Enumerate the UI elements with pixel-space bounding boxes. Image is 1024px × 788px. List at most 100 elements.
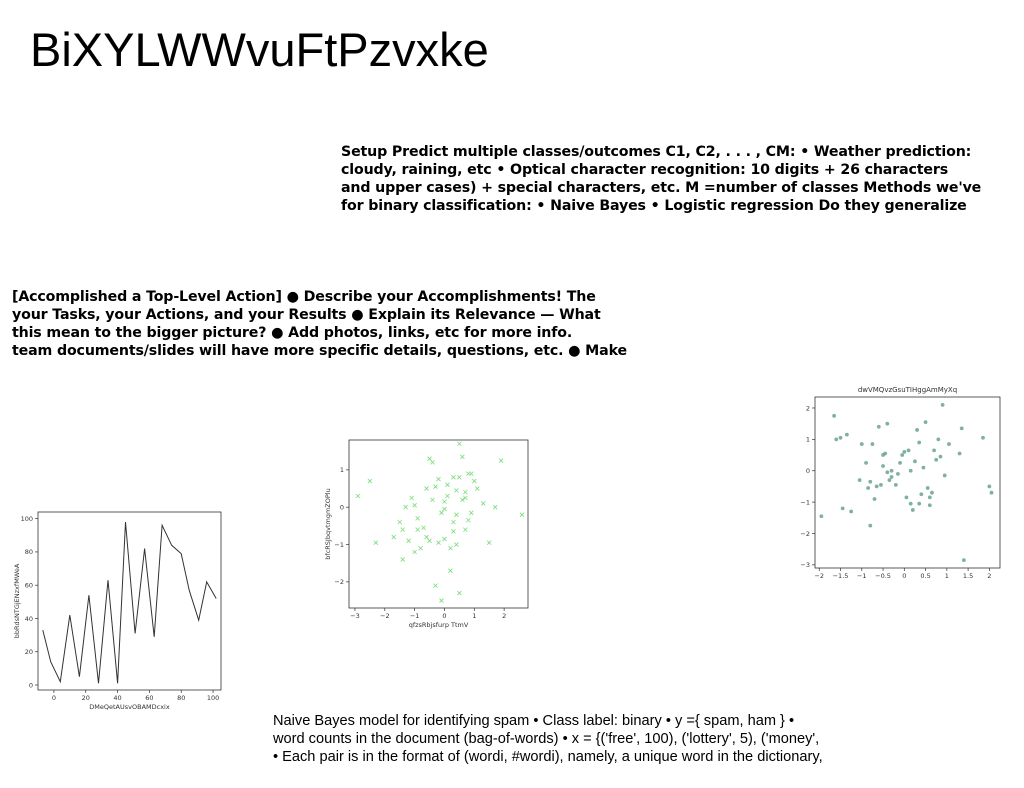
- data-point: [415, 527, 420, 532]
- setup-line: for binary classification: • Naive Bayes…: [341, 198, 967, 214]
- data-point-stroke: [469, 471, 474, 476]
- data-point: [938, 454, 943, 459]
- data-point: [415, 516, 420, 521]
- y-axis-label: bfcRSJbqvtmgmZOPlu: [324, 488, 332, 559]
- x-axis-label: DMeQetAUsvOBAMDcxix: [89, 703, 170, 711]
- data-point-stroke: [433, 484, 438, 489]
- x-tick-label: −1.5: [833, 572, 849, 580]
- data-point: [519, 512, 525, 517]
- data-point-stroke: [442, 506, 447, 512]
- data-point-stroke: [406, 538, 411, 544]
- data-point-stroke: [433, 583, 438, 588]
- data-point-stroke: [448, 545, 453, 551]
- data-point-stroke: [367, 478, 373, 484]
- data-point: [942, 473, 947, 478]
- y-tick-label: −2: [800, 530, 810, 538]
- data-point: [445, 482, 450, 488]
- data-point-stroke: [492, 504, 498, 510]
- data-point: [908, 501, 913, 506]
- x-tick-label: 2: [987, 572, 991, 580]
- data-point: [840, 506, 845, 511]
- data-point-stroke: [448, 568, 453, 573]
- data-point: [463, 489, 468, 495]
- data-point: [981, 435, 985, 440]
- y-tick-label: −1: [334, 541, 344, 549]
- data-point: [872, 497, 877, 501]
- data-point-stroke: [427, 456, 432, 461]
- data-point-stroke: [454, 512, 459, 517]
- data-point: [921, 465, 926, 470]
- data-point: [834, 437, 839, 442]
- data-point: [959, 426, 964, 431]
- x-tick-label: 20: [82, 694, 90, 702]
- chart-title: dwVMQvzGsuTIHggAmMyXq: [858, 386, 957, 394]
- data-point: [367, 478, 373, 484]
- data-point-stroke: [480, 501, 486, 506]
- data-point: [448, 545, 453, 551]
- setup-line: cloudy, raining, etc • Optical character…: [341, 162, 949, 178]
- data-point: [448, 568, 453, 573]
- data-point: [868, 523, 873, 528]
- data-point: [442, 499, 447, 504]
- data-point: [902, 450, 907, 454]
- data-point: [917, 501, 922, 506]
- data-point-stroke: [454, 542, 459, 547]
- y-tick-label: 20: [25, 648, 33, 656]
- data-point: [874, 484, 879, 489]
- naive-bayes-line: • Each pair is in the format of (wordi, …: [273, 749, 823, 765]
- data-point: [934, 457, 939, 462]
- x-tick-label: −0.5: [875, 572, 891, 580]
- data-point: [885, 470, 890, 475]
- y-tick-label: 0: [29, 681, 33, 689]
- data-point: [427, 538, 432, 544]
- data-point-stroke: [430, 497, 435, 503]
- data-point: [460, 454, 465, 460]
- plot-frame: [348, 439, 529, 609]
- data-point: [424, 534, 429, 540]
- data-point: [889, 468, 894, 473]
- data-point: [927, 503, 932, 508]
- data-point: [910, 508, 915, 512]
- y-tick-label: 2: [806, 404, 810, 412]
- x-tick-label: 0: [442, 612, 446, 620]
- setup-text-block: Setup Predict multiple classes/outcomes …: [341, 143, 1021, 215]
- data-point-stroke: [421, 525, 426, 531]
- data-point: [876, 424, 881, 429]
- x-tick-label: 1: [945, 572, 949, 580]
- data-point: [424, 486, 429, 491]
- data-point: [454, 542, 459, 547]
- series-line: [42, 521, 217, 684]
- data-point: [457, 475, 462, 480]
- data-point: [957, 451, 962, 456]
- data-point: [427, 456, 432, 461]
- data-point: [436, 476, 441, 482]
- accomplishment-text-block: [Accomplished a Top-Level Action] ● Desc…: [12, 288, 672, 360]
- data-point-stroke: [519, 512, 525, 517]
- data-point: [870, 442, 875, 446]
- data-point-stroke: [436, 540, 441, 545]
- data-point-stroke: [475, 486, 480, 491]
- data-point: [932, 448, 936, 453]
- data-point-stroke: [400, 527, 405, 532]
- data-point-stroke: [427, 538, 432, 544]
- y-tick-label: −2: [334, 578, 344, 586]
- y-tick-label: 1: [806, 436, 810, 444]
- data-point-stroke: [466, 517, 471, 523]
- data-point: [412, 549, 417, 555]
- data-point-stroke: [400, 557, 405, 562]
- data-point-stroke: [424, 534, 429, 540]
- y-tick-label: 100: [21, 515, 33, 523]
- data-point: [457, 441, 462, 447]
- data-point-stroke: [373, 540, 379, 545]
- data-point-stroke: [412, 503, 417, 508]
- data-point: [906, 448, 911, 453]
- setup-line: and upper cases) + special characters, e…: [341, 180, 982, 196]
- data-point-stroke: [454, 488, 459, 493]
- x-tick-label: −1: [857, 572, 867, 580]
- data-point: [887, 478, 892, 483]
- naive-bayes-text-block: Naive Bayes model for identifying spam •…: [273, 712, 1013, 766]
- data-point: [400, 557, 405, 562]
- y-tick-label: 0: [806, 467, 810, 475]
- x-tick-label: −2: [380, 612, 390, 620]
- y-tick-label: 80: [25, 548, 33, 556]
